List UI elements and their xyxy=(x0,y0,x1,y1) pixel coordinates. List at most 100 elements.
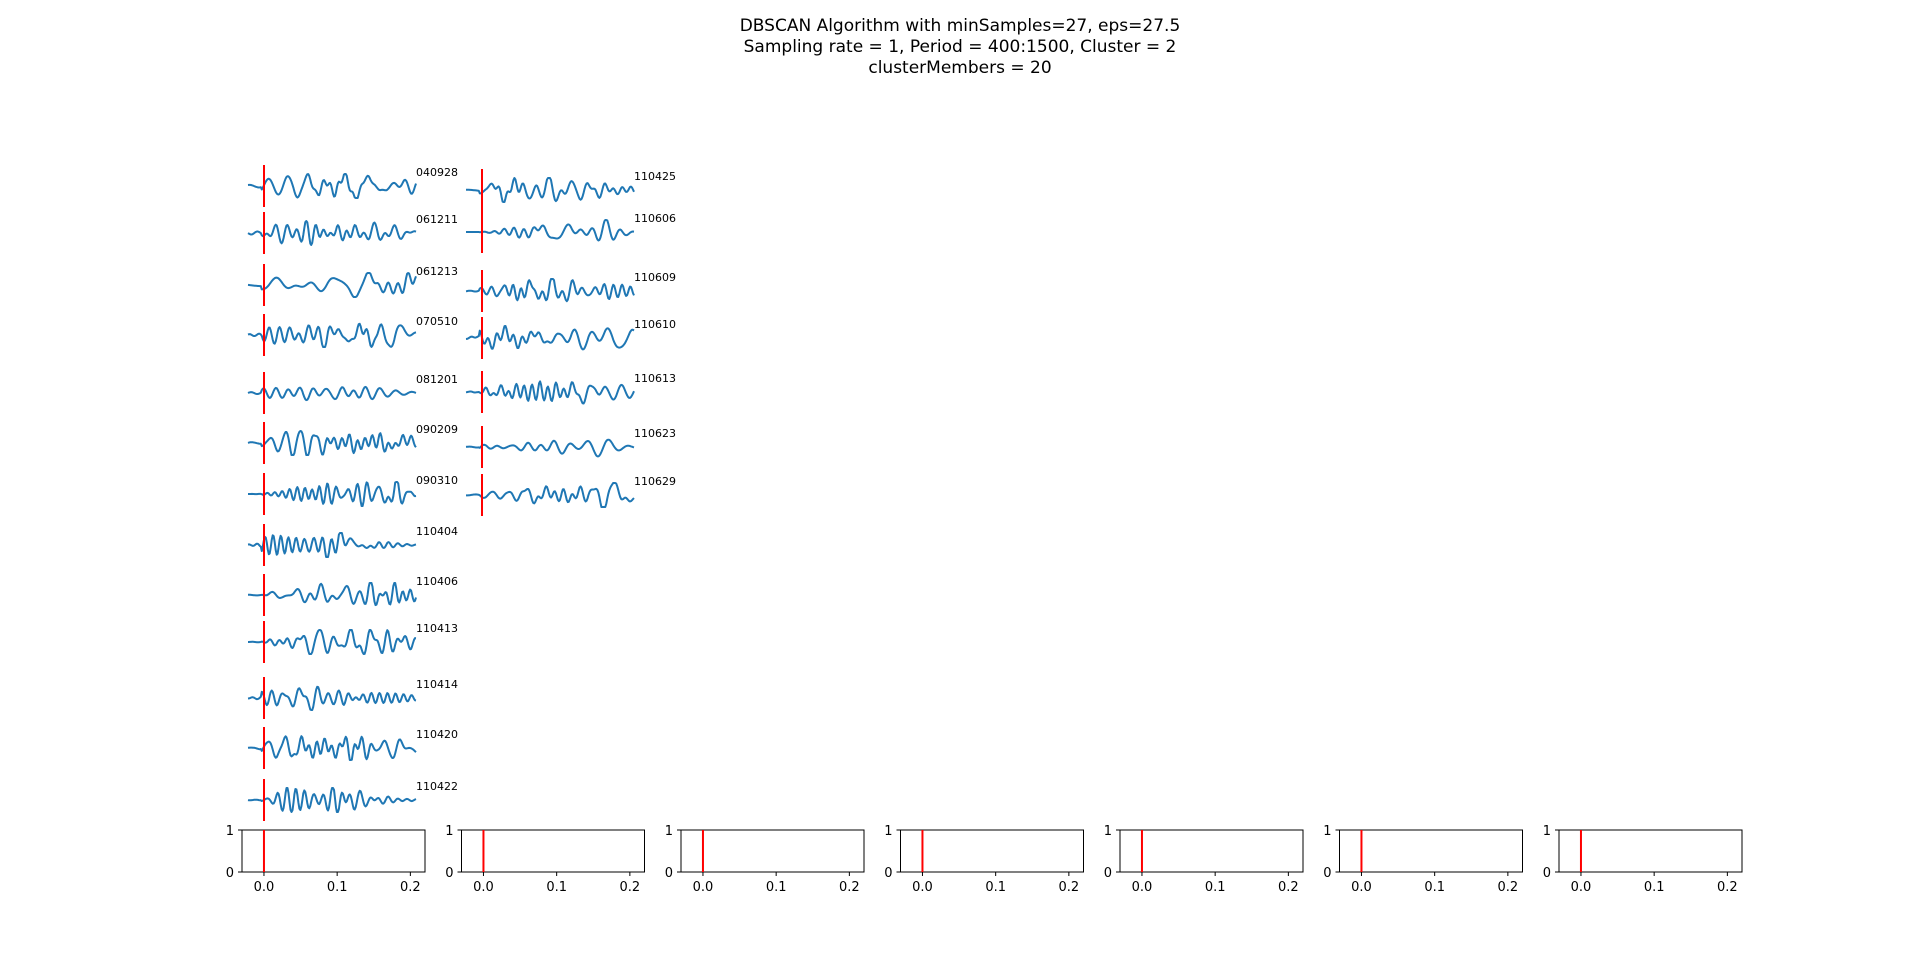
empty-axes-7: 0.0 0.1 0.2 0 1 xyxy=(1543,824,1743,895)
trace-110610: 110610 xyxy=(465,317,676,359)
y-tick-label: 1 xyxy=(226,824,234,839)
empty-axes-6: 0.0 0.1 0.2 0 1 xyxy=(1323,824,1523,895)
x-tick-label: 0.1 xyxy=(1644,880,1665,895)
member-label: 061211 xyxy=(416,213,458,226)
title-line-3: clusterMembers = 20 xyxy=(868,58,1052,78)
member-label: 110406 xyxy=(416,575,458,588)
member-label: 040928 xyxy=(416,166,458,179)
y-tick-label: 0 xyxy=(884,866,892,881)
trace-line xyxy=(247,385,417,402)
title-line-1: DBSCAN Algorithm with minSamples=27, eps… xyxy=(739,16,1181,36)
trace-061211: 061211 xyxy=(247,212,458,254)
member-label: 110606 xyxy=(634,212,676,225)
empty-axes-3: 0.0 0.1 0.2 0 1 xyxy=(665,824,865,895)
y-tick-label: 0 xyxy=(226,866,234,881)
x-tick-label: 0.0 xyxy=(693,880,714,895)
trace-line xyxy=(247,220,417,246)
x-tick-label: 0.2 xyxy=(620,880,641,895)
x-tick-label: 0.0 xyxy=(912,880,933,895)
member-label: 110609 xyxy=(634,271,676,284)
y-tick-label: 1 xyxy=(445,824,453,839)
y-tick-label: 1 xyxy=(1323,824,1331,839)
trace-090310: 090310 xyxy=(248,473,458,515)
member-label: 110422 xyxy=(416,780,458,793)
trace-line xyxy=(247,787,417,813)
member-label: 070510 xyxy=(416,315,458,328)
trace-line xyxy=(247,532,417,558)
x-tick-label: 0.2 xyxy=(1059,880,1080,895)
axes-frame xyxy=(241,829,426,873)
x-tick-label: 0.1 xyxy=(766,880,787,895)
x-tick-label: 0.1 xyxy=(327,880,348,895)
trace-line xyxy=(465,380,635,405)
member-label: 110629 xyxy=(634,475,676,488)
x-tick-label: 0.1 xyxy=(985,880,1006,895)
trace-line xyxy=(248,629,417,655)
trace-110404: 110404 xyxy=(247,524,458,566)
trace-line xyxy=(465,438,635,458)
trace-070510: 070510 xyxy=(247,314,458,356)
x-tick-label: 0.1 xyxy=(546,880,567,895)
trace-line xyxy=(248,481,417,507)
y-tick-label: 0 xyxy=(665,866,673,881)
axes-frame xyxy=(680,829,865,873)
trace-110420: 110420 xyxy=(247,727,458,769)
trace-110422: 110422 xyxy=(247,779,458,821)
x-tick-label: 0.2 xyxy=(400,880,421,895)
empty-axes-5: 0.0 0.1 0.2 0 1 xyxy=(1104,824,1304,895)
trace-090209: 090209 xyxy=(247,422,458,464)
member-label: 110425 xyxy=(634,170,676,183)
trace-110629: 110629 xyxy=(466,474,676,516)
member-label: 110413 xyxy=(416,622,458,635)
trace-line xyxy=(465,325,635,351)
y-tick-label: 0 xyxy=(1323,866,1331,881)
trace-110413: 110413 xyxy=(248,621,458,663)
x-tick-label: 0.0 xyxy=(1351,880,1372,895)
empty-axes-1: 0.0 0.1 0.2 0 1 xyxy=(226,824,426,895)
x-tick-label: 0.0 xyxy=(254,880,275,895)
trace-110623: 110623 xyxy=(465,426,676,468)
axes-frame xyxy=(461,829,645,873)
member-label: 090209 xyxy=(416,423,458,436)
x-tick-label: 0.2 xyxy=(1278,880,1299,895)
empty-axes-2: 0.0 0.1 0.2 0 1 xyxy=(445,824,645,895)
axes-frame xyxy=(1119,829,1304,873)
trace-line xyxy=(247,272,417,298)
figure-title: DBSCAN Algorithm with minSamples=27, eps… xyxy=(0,16,1920,79)
x-tick-label: 0.1 xyxy=(1205,880,1226,895)
y-tick-label: 0 xyxy=(1104,866,1112,881)
y-tick-label: 1 xyxy=(665,824,673,839)
trace-081201: 081201 xyxy=(247,372,458,414)
trace-line xyxy=(247,430,417,456)
trace-110406: 110406 xyxy=(248,574,458,616)
traces-layer: 040928 061211 061213 070510 081201 090209 0903… xyxy=(247,165,676,821)
empty-axes-4: 0.0 0.1 0.2 0 1 xyxy=(884,824,1084,895)
axes-frame xyxy=(1339,829,1523,873)
member-label: 110404 xyxy=(416,525,458,538)
trace-line xyxy=(248,582,417,607)
y-tick-label: 1 xyxy=(1104,824,1112,839)
member-label: 090310 xyxy=(416,474,458,487)
member-label: 081201 xyxy=(416,373,458,386)
trace-line xyxy=(247,735,417,761)
trace-040928: 040928 xyxy=(247,165,458,207)
y-tick-label: 0 xyxy=(445,866,453,881)
y-tick-label: 0 xyxy=(1543,866,1551,881)
trace-110613: 110613 xyxy=(465,371,676,413)
trace-line xyxy=(247,322,417,348)
x-tick-label: 0.2 xyxy=(839,880,860,895)
trace-line xyxy=(466,219,635,242)
trace-line xyxy=(465,278,635,303)
x-tick-label: 0.2 xyxy=(1717,880,1738,895)
trace-061213: 061213 xyxy=(247,264,458,306)
y-tick-label: 1 xyxy=(1543,824,1551,839)
member-label: 061213 xyxy=(416,265,458,278)
member-label: 110613 xyxy=(634,372,676,385)
member-label: 110610 xyxy=(634,318,676,331)
axes-frame xyxy=(900,829,1084,873)
x-tick-label: 0.0 xyxy=(1132,880,1153,895)
trace-line xyxy=(247,685,417,711)
trace-110609: 110609 xyxy=(465,270,676,312)
x-tick-label: 0.1 xyxy=(1424,880,1445,895)
